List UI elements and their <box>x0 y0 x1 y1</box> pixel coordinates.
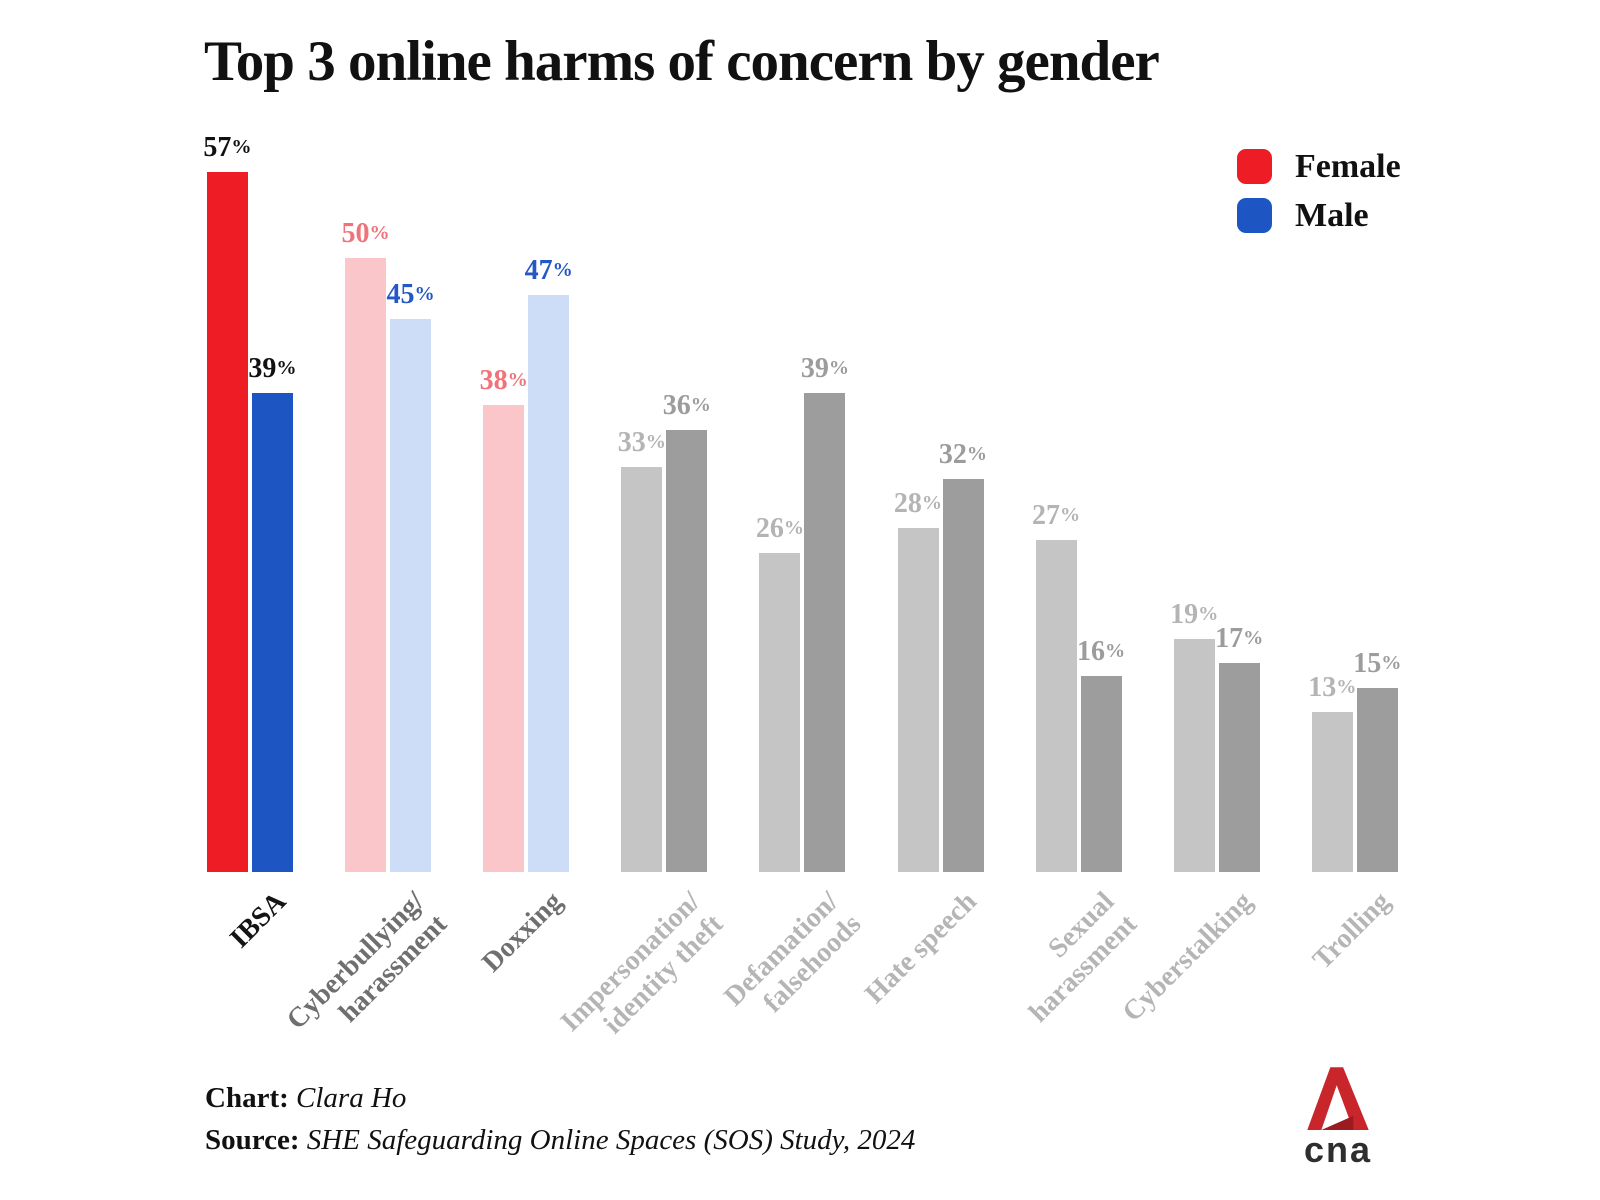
credit-separator: : <box>279 1082 297 1114</box>
bar-female-trolling <box>1311 712 1353 872</box>
bar-female-cyberstalking <box>1173 639 1215 872</box>
category-label-cyberbullying: Cyberbullying/harassment <box>280 886 453 1036</box>
value-label-male-hate-speech: 32% <box>938 438 988 470</box>
credit-label: Chart <box>205 1082 280 1114</box>
value-label-male-ibsa: 39% <box>248 352 297 384</box>
category-label-ibsa: IBSA <box>223 886 292 955</box>
legend: Female Male <box>1237 146 1401 244</box>
legend-item-male: Male <box>1237 195 1401 236</box>
bar-female-sexual <box>1035 540 1077 872</box>
bar-female-defamation <box>759 553 801 872</box>
value-label-male-defamation: 39% <box>800 352 849 384</box>
cna-logo: cna <box>1296 1066 1380 1168</box>
legend-item-female: Female <box>1237 146 1401 187</box>
category-label-trolling: Trolling <box>1307 886 1397 976</box>
value-label-male-trolling: 15% <box>1353 647 1402 679</box>
value-label-female-ibsa: 57% <box>203 131 252 163</box>
chart-source: Source: SHE Safeguarding Online Spaces (… <box>205 1123 916 1157</box>
cna-logo-text: cna <box>1303 1129 1373 1170</box>
bar-male-defamation <box>804 393 846 872</box>
category-label-defamation: Defamation/falsehoods <box>717 886 868 1019</box>
bar-male-cyberbullying <box>390 319 432 872</box>
source-label: Source <box>205 1123 290 1156</box>
legend-label-male: Male <box>1295 196 1369 234</box>
value-label-male-cyberstalking: 17% <box>1215 622 1264 654</box>
category-label-hate-speech: Hate speech <box>858 886 983 1010</box>
bar-male-hate-speech <box>942 479 984 872</box>
bar-female-doxxing <box>483 405 525 872</box>
category-label-cyberstalking: Cyberstalking <box>1116 886 1259 1028</box>
credit-value: Clara Ho <box>296 1082 407 1114</box>
female-swatch-icon <box>1237 149 1272 184</box>
category-label-impersonation: Impersonation/identity theft <box>554 886 729 1041</box>
value-label-female-trolling: 13% <box>1308 671 1357 703</box>
value-label-female-sexual: 27% <box>1032 499 1081 531</box>
value-label-female-impersonation: 33% <box>617 426 666 458</box>
bar-male-impersonation <box>666 430 708 872</box>
bar-female-cyberbullying <box>345 258 387 872</box>
bar-male-doxxing <box>528 295 570 872</box>
bar-female-ibsa <box>207 172 248 872</box>
source-separator: : <box>289 1123 307 1156</box>
value-label-female-defamation: 26% <box>755 512 804 544</box>
value-label-female-cyberbullying: 50% <box>341 217 390 249</box>
value-label-male-sexual: 16% <box>1077 635 1126 667</box>
category-label-doxxing: Doxxing <box>475 886 569 979</box>
value-label-female-hate-speech: 28% <box>893 487 943 519</box>
chart-credit: Chart: Clara Ho <box>205 1082 915 1115</box>
source-value: SHE Safeguarding Online Spaces (SOS) Stu… <box>306 1123 916 1156</box>
value-label-male-doxxing: 47% <box>524 254 573 286</box>
bar-female-hate-speech <box>897 528 939 872</box>
chart-footer: Chart: Clara Ho Source: SHE Safeguarding… <box>205 1082 916 1167</box>
bar-male-ibsa <box>252 393 293 872</box>
bar-male-sexual <box>1080 676 1122 872</box>
legend-label-female: Female <box>1295 147 1401 185</box>
bar-male-trolling <box>1356 688 1398 872</box>
value-label-female-doxxing: 38% <box>479 364 528 396</box>
value-label-male-cyberbullying: 45% <box>386 278 435 310</box>
bar-female-impersonation <box>621 467 663 872</box>
value-label-female-cyberstalking: 19% <box>1170 598 1219 630</box>
chart-title: Top 3 online harms of concern by gender <box>204 30 1160 93</box>
bar-male-cyberstalking <box>1218 663 1260 872</box>
value-label-male-impersonation: 36% <box>662 389 711 421</box>
male-swatch-icon <box>1237 198 1272 233</box>
cna-mark-icon <box>1307 1067 1369 1130</box>
